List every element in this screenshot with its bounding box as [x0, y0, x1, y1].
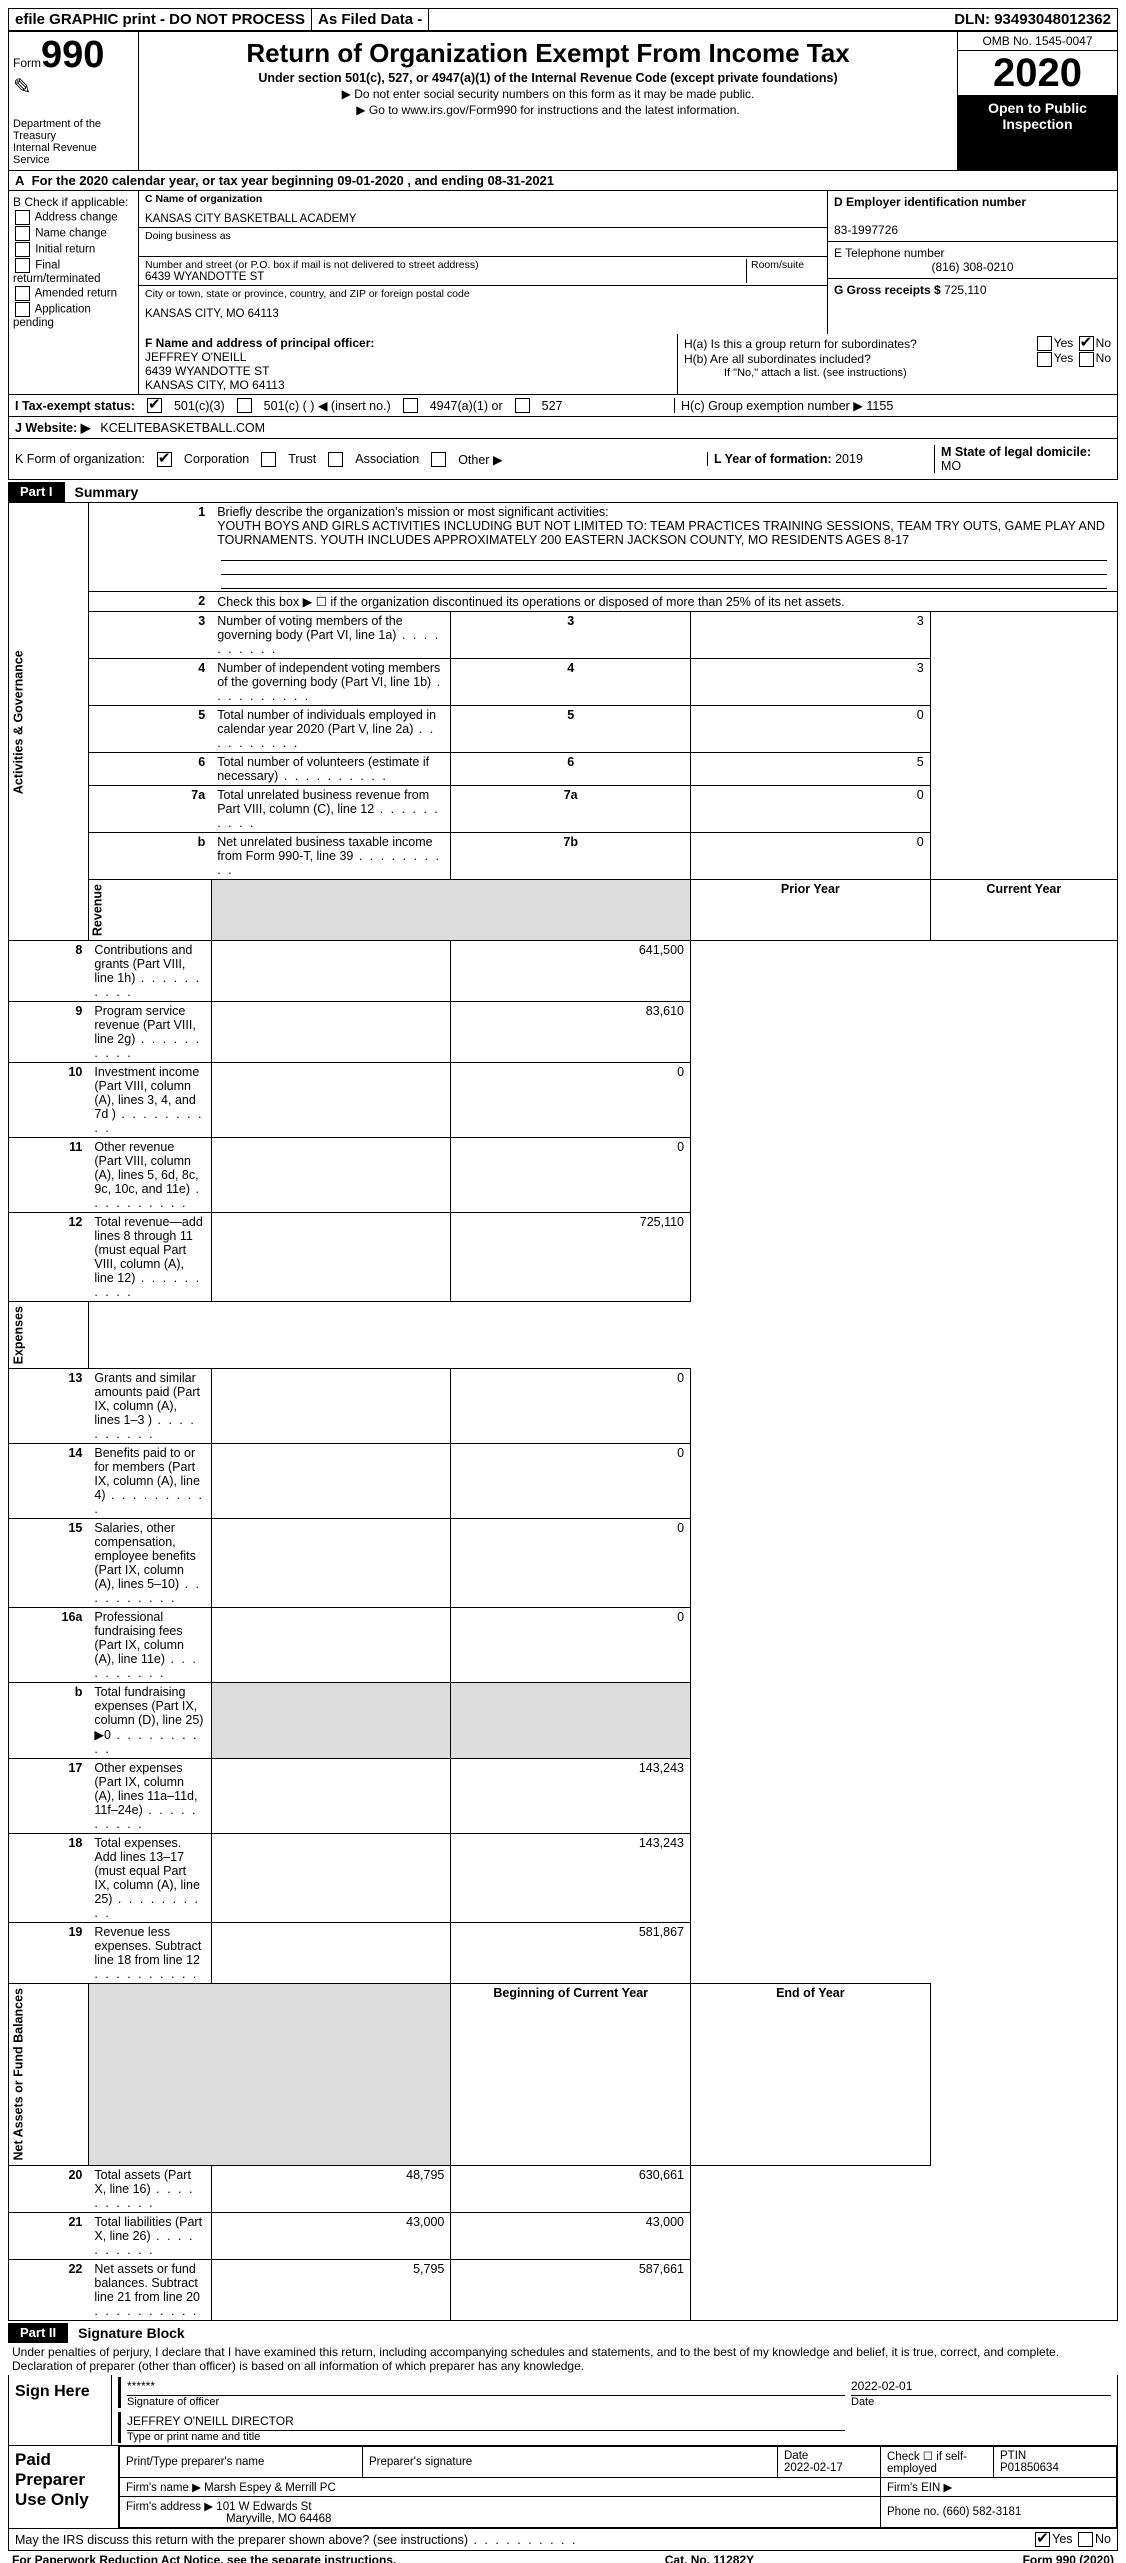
form-header: Form990 ✎ Department of the Treasury Int… — [8, 31, 1118, 171]
top-bar: efile GRAPHIC print - DO NOT PROCESS As … — [8, 8, 1118, 31]
discuss-row: May the IRS discuss this return with the… — [8, 2529, 1118, 2551]
cb-501c[interactable] — [237, 398, 252, 413]
part-i-header: Part I Summary — [8, 482, 1118, 502]
dln: DLN: 93493048012362 — [948, 9, 1117, 30]
officer-name: JEFFREY O'NEILL DIRECTOR — [127, 2414, 294, 2428]
mission: YOUTH BOYS AND GIRLS ACTIVITIES INCLUDIN… — [217, 519, 1105, 547]
cb-501c3[interactable] — [147, 398, 162, 413]
vlabel-exp: Expenses — [9, 1302, 89, 1369]
cb-name[interactable]: Name change — [13, 226, 134, 241]
principal-officer: F Name and address of principal officer:… — [139, 334, 677, 394]
cb-trust[interactable] — [261, 452, 276, 467]
city: KANSAS CITY, MO 64113 — [145, 308, 821, 320]
vlabel-rev: Revenue — [88, 880, 211, 941]
h-section: H(a) Is this a group return for subordin… — [677, 334, 1117, 394]
form-number-box: Form990 ✎ Department of the Treasury Int… — [9, 32, 139, 170]
vlabel-na: Net Assets or Fund Balances — [9, 1984, 89, 2166]
row-i: I Tax-exempt status: 501(c)(3) 501(c) ( … — [8, 395, 1118, 417]
paid-preparer-label: Paid Preparer Use Only — [9, 2446, 119, 2528]
efile-label: efile GRAPHIC print - DO NOT PROCESS — [9, 9, 312, 30]
col-b: B Check if applicable: Address change Na… — [9, 191, 139, 334]
cb-final[interactable]: Final return/terminated — [13, 258, 134, 285]
cb-discuss-no[interactable] — [1078, 2532, 1093, 2547]
irs-link[interactable]: www.irs.gov/Form990 — [402, 103, 517, 117]
col-c: C Name of organization KANSAS CITY BASKE… — [139, 191, 827, 334]
right-box: OMB No. 1545-0047 2020 Open to Public In… — [957, 32, 1117, 170]
signature-block: Sign Here ****** Signature of officer JE… — [8, 2375, 1118, 2529]
cb-other[interactable] — [431, 452, 446, 467]
declaration: Under penalties of perjury, I declare th… — [8, 2343, 1118, 2375]
part-ii-header: Part II Signature Block — [8, 2323, 1118, 2343]
cb-amended[interactable]: Amended return — [13, 286, 134, 301]
website: KCELITEBASKETBALL.COM — [100, 421, 265, 435]
form-title: Return of Organization Exempt From Incom… — [149, 38, 947, 69]
preparer-table: Print/Type preparer's name Preparer's si… — [119, 2446, 1117, 2528]
col-d: D Employer identification number 83-1997… — [827, 191, 1117, 334]
dept-label: Department of the Treasury Internal Reve… — [13, 118, 134, 166]
cb-4947[interactable] — [403, 398, 418, 413]
gross-receipts: 725,110 — [944, 283, 987, 297]
cb-address[interactable]: Address change — [13, 210, 134, 225]
phone: (816) 308-0210 — [834, 260, 1111, 274]
row-k: K Form of organization: Corporation Trus… — [8, 439, 1118, 480]
org-name: KANSAS CITY BASKETBALL ACADEMY — [145, 213, 821, 225]
row-fh: F Name and address of principal officer:… — [8, 334, 1118, 395]
cb-assoc[interactable] — [328, 452, 343, 467]
cb-corp[interactable] — [157, 452, 172, 467]
main-grid: B Check if applicable: Address change Na… — [8, 191, 1118, 334]
cb-discuss-yes[interactable] — [1035, 2532, 1050, 2547]
title-cell: Return of Organization Exempt From Incom… — [139, 32, 957, 170]
row-a: A For the 2020 calendar year, or tax yea… — [8, 171, 1118, 191]
asfiled-label: As Filed Data - — [312, 9, 429, 30]
cb-pending[interactable]: Application pending — [13, 302, 134, 329]
cb-initial[interactable]: Initial return — [13, 242, 134, 257]
row-j: J Website: ▶ KCELITEBASKETBALL.COM — [8, 417, 1118, 439]
cb-527[interactable] — [515, 398, 530, 413]
vlabel-ag: Activities & Governance — [9, 503, 89, 941]
footer: For Paperwork Reduction Act Notice, see … — [8, 2551, 1118, 2563]
street: 6439 WYANDOTTE ST — [145, 271, 738, 283]
ein: 83-1997726 — [834, 223, 898, 237]
summary-table: Activities & Governance 1 Briefly descri… — [8, 502, 1118, 2321]
